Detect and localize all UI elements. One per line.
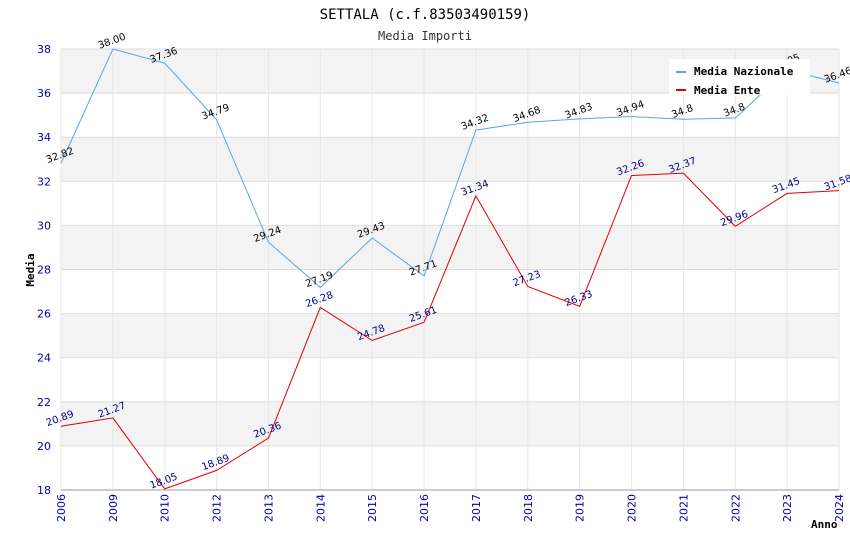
y-tick-label: 22 xyxy=(37,396,51,409)
x-tick-label: 2020 xyxy=(626,494,639,522)
x-axis-ticks: 2006 2009 2010 2012 2013 2014 2015 2016 2017 2018… xyxy=(55,494,846,522)
grid-band xyxy=(61,137,839,182)
y-tick-label: 38 xyxy=(37,43,51,56)
x-tick-label: 2017 xyxy=(470,494,483,522)
x-tick-label: 2021 xyxy=(677,494,690,522)
y-tick-label: 34 xyxy=(37,131,51,144)
chart-subtitle: Media Importi xyxy=(378,29,472,43)
x-tick-label: 2016 xyxy=(418,494,431,522)
y-tick-label: 20 xyxy=(37,440,51,453)
chart-title: SETTALA (c.f.83503490159) xyxy=(320,7,531,23)
series-line-media-nazionale xyxy=(60,48,840,289)
y-tick-label: 30 xyxy=(37,219,51,232)
x-tick-label: 2012 xyxy=(211,494,224,522)
legend: Media Nazionale Media Ente xyxy=(669,59,810,97)
grid-band xyxy=(61,269,839,314)
y-tick-label: 28 xyxy=(37,264,51,277)
grid-band xyxy=(61,401,839,446)
grid-band xyxy=(61,445,839,490)
x-tick-label: 2022 xyxy=(729,494,742,522)
series-line-media-ente xyxy=(60,172,840,490)
x-tick-label: 2015 xyxy=(366,494,379,522)
x-tick-label: 2024 xyxy=(833,494,846,522)
x-tick-label: 2018 xyxy=(522,494,535,522)
x-tick-label: 2009 xyxy=(107,494,120,522)
grid-bands xyxy=(61,49,839,490)
y-axis-ticks: 18 20 22 24 26 28 30 32 34 36 38 xyxy=(37,43,51,497)
x-axis-label: Anno xyxy=(811,518,838,531)
grid-band xyxy=(61,313,839,358)
x-tick-label: 2014 xyxy=(314,494,327,522)
y-tick-label: 18 xyxy=(37,484,51,497)
y-tick-label: 24 xyxy=(37,352,51,365)
grid-band xyxy=(61,225,839,270)
grid-band xyxy=(61,93,839,138)
series-lines xyxy=(60,48,840,490)
grid-band xyxy=(61,357,839,402)
y-axis-label: Media xyxy=(24,253,37,286)
x-tick-label: 2010 xyxy=(159,494,172,522)
x-tick-label: 2013 xyxy=(262,494,275,522)
y-tick-label: 32 xyxy=(37,175,51,188)
legend-label-media-ente: Media Ente xyxy=(694,84,761,97)
y-tick-label: 26 xyxy=(37,308,51,321)
y-tick-label: 36 xyxy=(37,87,51,100)
x-tick-label: 2023 xyxy=(781,494,794,522)
x-tick-label: 2006 xyxy=(55,494,68,522)
x-tick-label: 2019 xyxy=(574,494,587,522)
legend-box xyxy=(669,59,810,95)
legend-label-media-nazionale: Media Nazionale xyxy=(694,65,794,78)
